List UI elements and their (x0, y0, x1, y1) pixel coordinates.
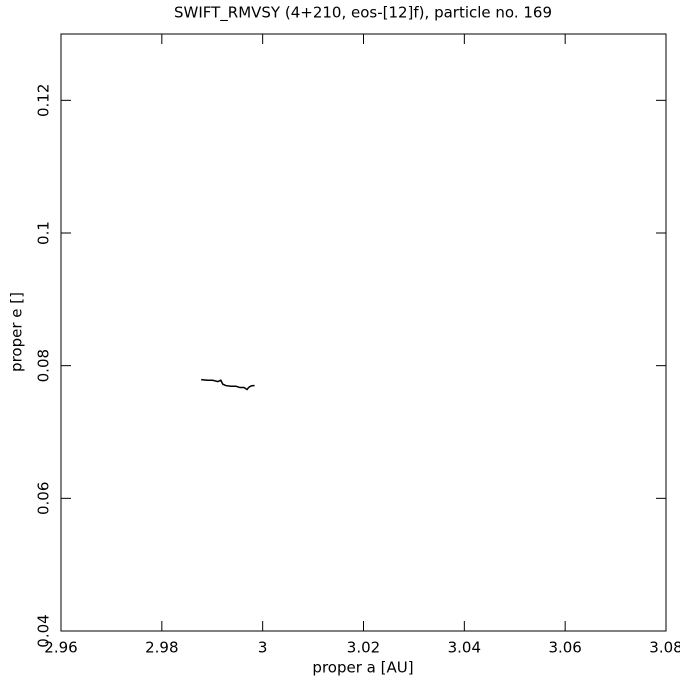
x-tick-label: 2.96 (44, 639, 77, 657)
x-tick-label: 2.98 (145, 639, 178, 657)
x-axis-label: proper a [AU] (312, 659, 413, 677)
plot-frame (60, 33, 667, 632)
x-tick-label: 3.04 (448, 639, 481, 657)
y-tick-label: 0.12 (35, 84, 53, 117)
y-tick-label: 0.06 (35, 482, 53, 515)
y-tick-label: 0.1 (35, 221, 53, 245)
x-tick-label: 3.08 (649, 639, 680, 657)
y-tick-label: 0.08 (35, 349, 53, 382)
chart-title: SWIFT_RMVSY (4+210, eos-[12]f), particle… (174, 4, 552, 23)
x-tick-label: 3 (258, 639, 268, 657)
data-line (201, 378, 255, 391)
x-tick-label: 3.02 (347, 639, 380, 657)
y-tick-label: 0.04 (35, 614, 53, 647)
y-axis-label: proper e [] (8, 292, 26, 372)
x-tick-label: 3.06 (548, 639, 581, 657)
